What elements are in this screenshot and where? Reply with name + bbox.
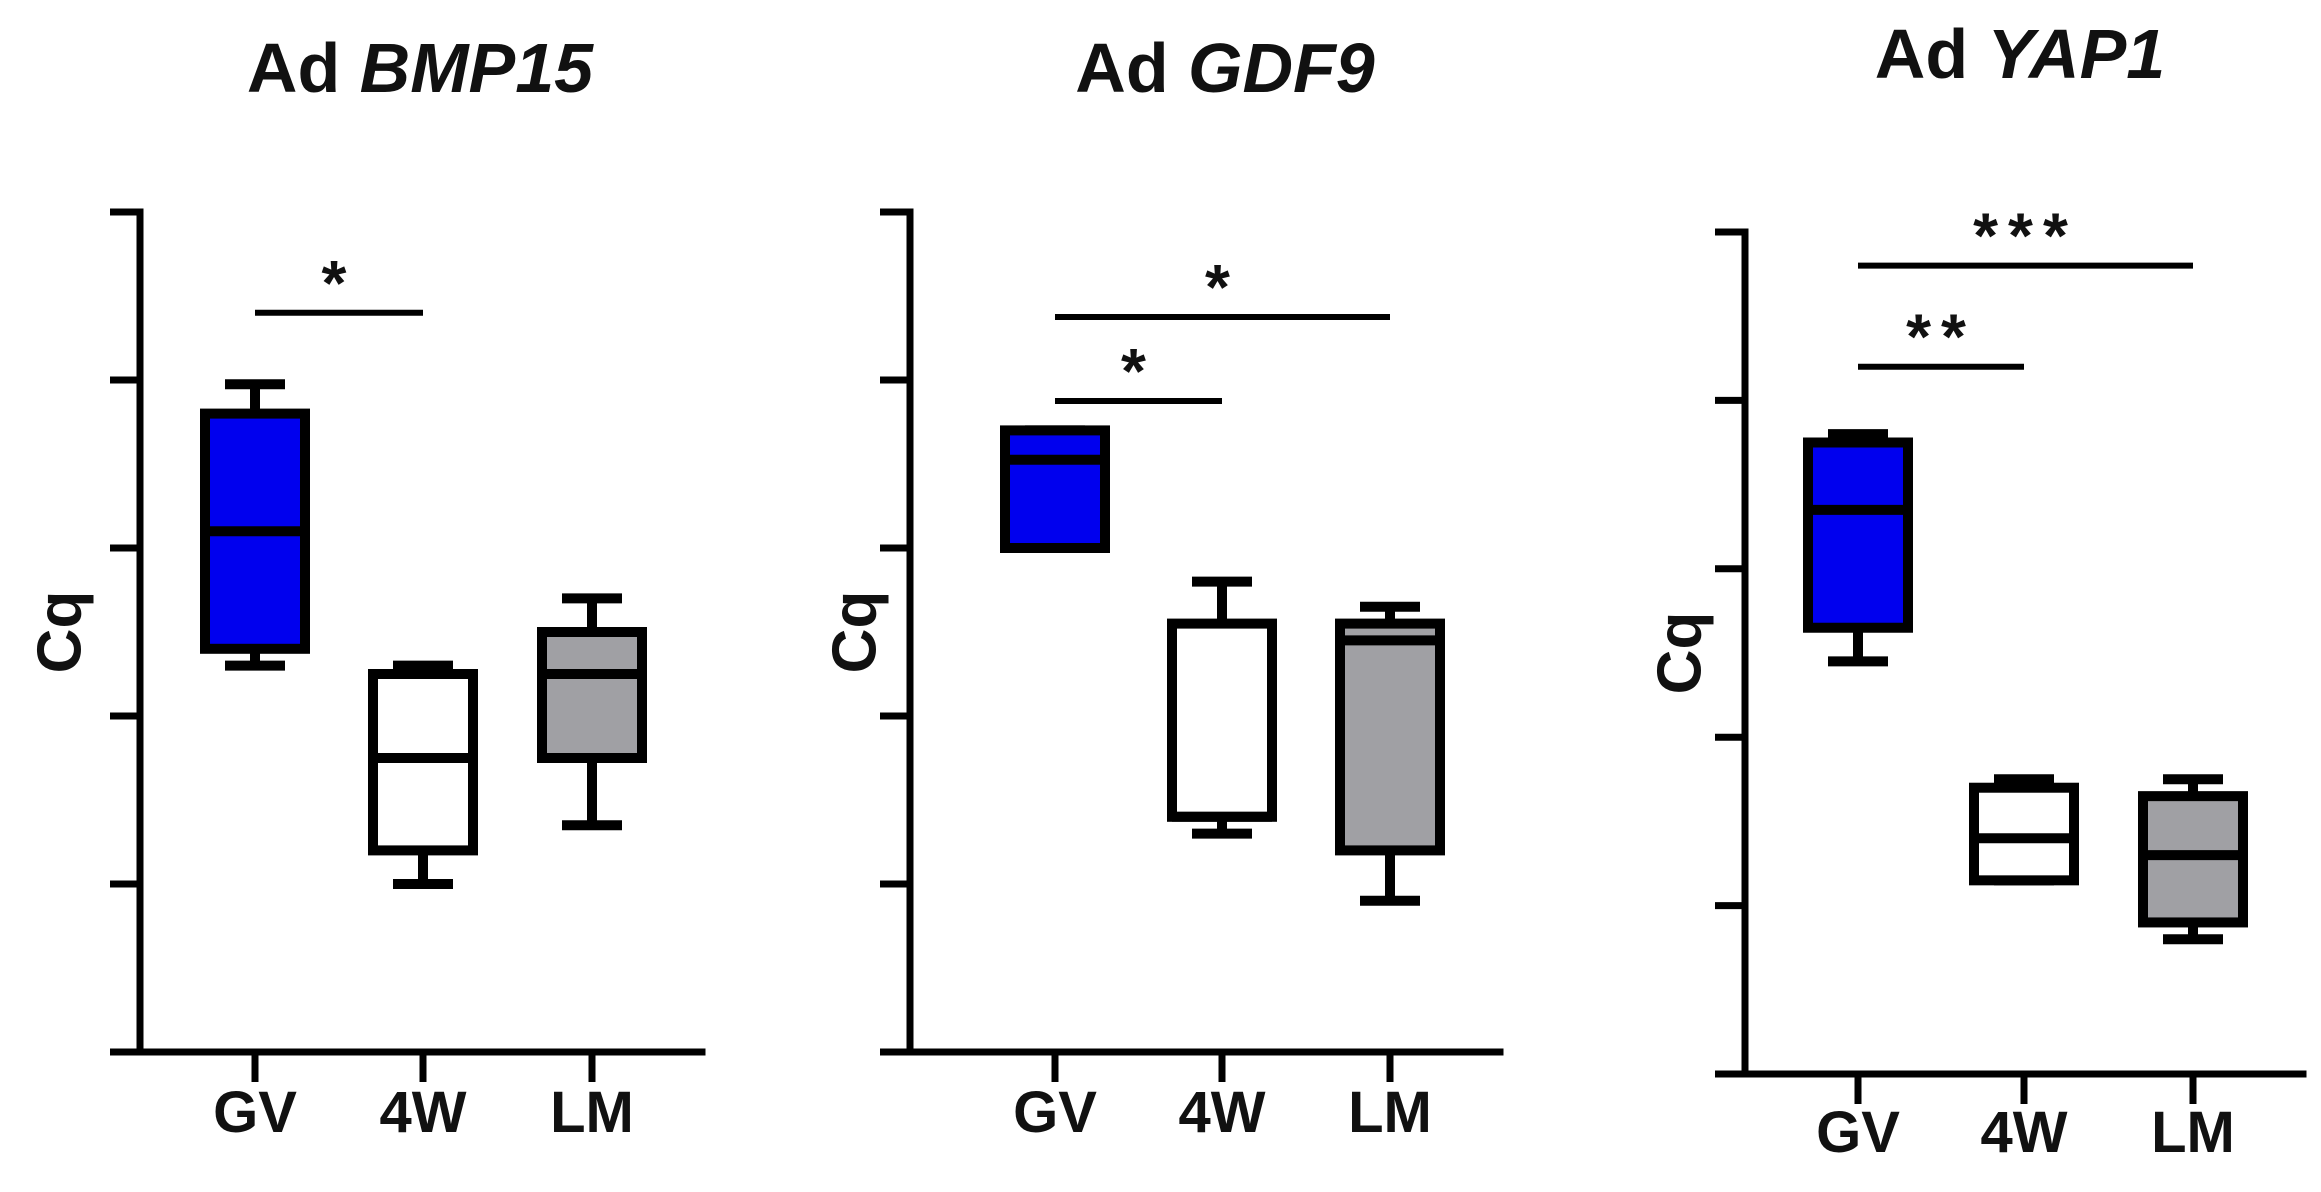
significance-label-2: *** — [1973, 200, 2078, 272]
x-tick-label-gv: GV — [1816, 1100, 1900, 1165]
x-tick-label-4w: 4W — [380, 1080, 467, 1145]
box-lm-iqr — [1335, 618, 1445, 856]
x-tick-label-lm: LM — [550, 1080, 634, 1145]
chart-title-prefix: Ad — [247, 29, 360, 107]
chart-title-gene: YAP1 — [1988, 15, 2166, 93]
significance-label-1: * — [1121, 335, 1156, 407]
box-4w-iqr — [1167, 618, 1277, 822]
significance-label-1: * — [322, 247, 357, 319]
chart-title-prefix: Ad — [1075, 29, 1188, 107]
chart-title-3: Ad YAP1 — [1875, 15, 2165, 93]
significance-label-1: ** — [1906, 301, 1976, 373]
chart-title-2: Ad GDF9 — [1075, 29, 1375, 107]
chart-title-prefix: Ad — [1875, 15, 1988, 93]
box-gv-iqr — [1803, 437, 1913, 633]
box-lm-iqr — [537, 627, 647, 763]
box-gv-iqr — [1000, 425, 1110, 553]
x-tick-label-lm: LM — [2151, 1100, 2235, 1165]
significance-label-2: * — [1205, 251, 1240, 323]
x-tick-label-gv: GV — [213, 1080, 297, 1145]
chart-title-gene: BMP15 — [360, 29, 594, 107]
chart-title-gene: GDF9 — [1188, 29, 1375, 107]
y-axis-label: Cq — [821, 591, 890, 674]
x-tick-label-gv: GV — [1013, 1080, 1097, 1145]
x-tick-label-4w: 4W — [1179, 1080, 1266, 1145]
x-tick-label-lm: LM — [1348, 1080, 1432, 1145]
y-axis-label: Cq — [26, 591, 95, 674]
x-tick-label-4w: 4W — [1981, 1100, 2068, 1165]
chart-title-1: Ad BMP15 — [247, 29, 594, 107]
y-axis-label: Cq — [1646, 612, 1715, 695]
